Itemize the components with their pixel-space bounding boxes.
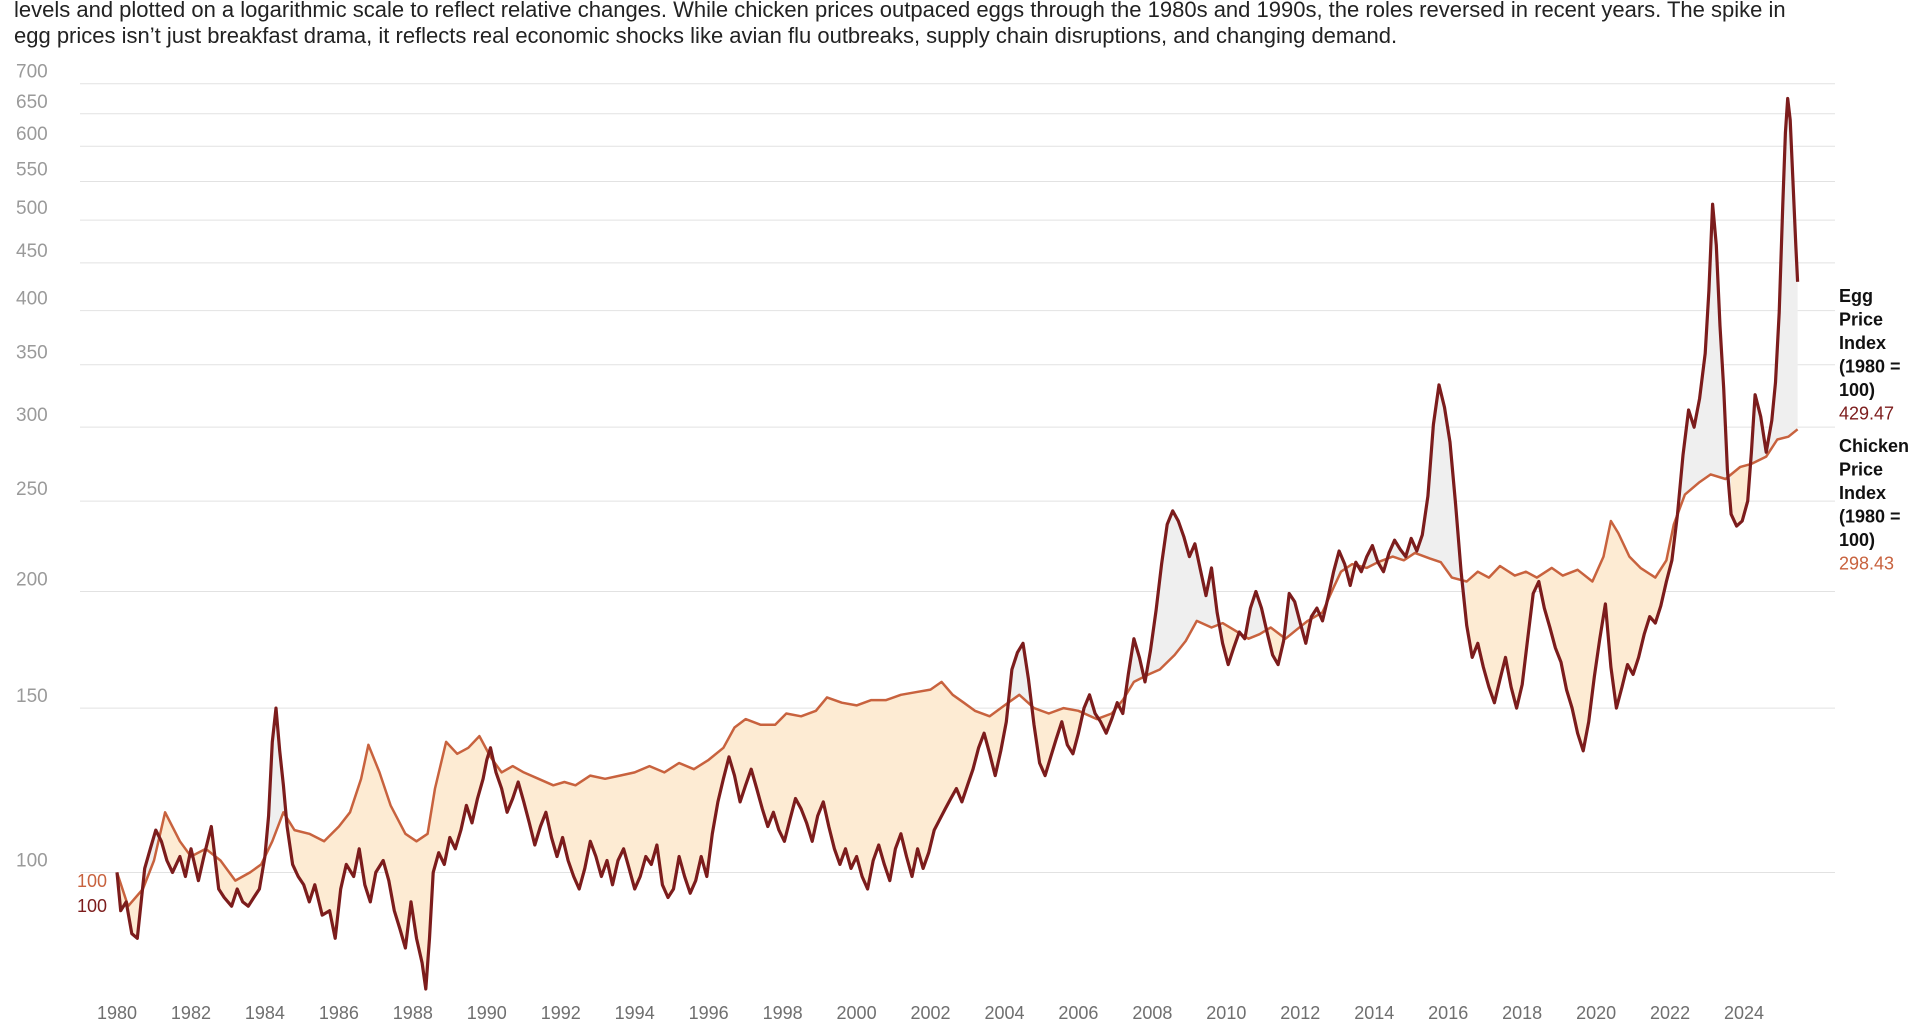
y-tick-label-100: 100 bbox=[16, 850, 48, 871]
description-line-1: levels and plotted on a logarithmic scal… bbox=[14, 0, 1786, 22]
x-tick-label-1998: 1998 bbox=[763, 1003, 803, 1023]
fill-area-11 bbox=[486, 669, 1012, 898]
chicken-end-value: 298.43 bbox=[1839, 554, 1894, 574]
chart-description: levels and plotted on a logarithmic scal… bbox=[14, 0, 1786, 48]
x-tick-label-1980: 1980 bbox=[97, 1003, 137, 1023]
y-tick-label-250: 250 bbox=[16, 479, 48, 500]
x-tick-label-2024: 2024 bbox=[1724, 1003, 1764, 1023]
chicken-price-line bbox=[115, 428, 1799, 908]
y-tick-label-350: 350 bbox=[16, 343, 48, 364]
x-tick-label-1990: 1990 bbox=[467, 1003, 507, 1023]
x-tick-label-2004: 2004 bbox=[984, 1003, 1024, 1023]
fill-area-26 bbox=[1233, 618, 1249, 648]
fill-area-6 bbox=[205, 826, 265, 907]
fill-area-54 bbox=[1751, 98, 1798, 464]
fill-area-13 bbox=[1011, 643, 1035, 725]
egg-price-line bbox=[115, 96, 1800, 991]
egg-name-line-3: Index bbox=[1839, 333, 1886, 353]
x-tick-label-2000: 2000 bbox=[837, 1003, 877, 1023]
fill-area-15 bbox=[1034, 708, 1084, 776]
x-tick-label-1984: 1984 bbox=[245, 1003, 285, 1023]
egg-name-line-1: Egg bbox=[1839, 286, 1873, 306]
x-tick-label-1992: 1992 bbox=[541, 1003, 581, 1023]
y-tick-label-600: 600 bbox=[16, 124, 48, 145]
y-tick-label-450: 450 bbox=[16, 241, 48, 262]
fill-area-8 bbox=[264, 708, 288, 857]
chicken-name-line-5: 100) bbox=[1839, 530, 1875, 550]
x-tick-label-2016: 2016 bbox=[1428, 1003, 1468, 1023]
y-tick-label-650: 650 bbox=[16, 92, 48, 113]
x-tick-label-1986: 1986 bbox=[319, 1003, 359, 1023]
x-tick-label-2010: 2010 bbox=[1206, 1003, 1246, 1023]
egg-name-line-4: (1980 = bbox=[1839, 357, 1901, 377]
x-tick-label-2008: 2008 bbox=[1132, 1003, 1172, 1023]
chicken-name-line-4: (1980 = bbox=[1839, 507, 1901, 527]
fill-area-32 bbox=[1285, 593, 1306, 644]
fill-area-19 bbox=[1100, 702, 1118, 734]
description-line-2: egg prices isn’t just breakfast drama, i… bbox=[14, 23, 1397, 48]
fill-area-4 bbox=[161, 812, 191, 877]
y-tick-label-200: 200 bbox=[16, 570, 48, 591]
x-tick-label-2014: 2014 bbox=[1354, 1003, 1394, 1023]
y-tick-label-400: 400 bbox=[16, 289, 48, 310]
x-tick-label-2002: 2002 bbox=[910, 1003, 950, 1023]
y-tick-label-150: 150 bbox=[16, 686, 48, 707]
gridlines bbox=[80, 83, 1835, 873]
chicken-name-line-1: Chicken bbox=[1839, 436, 1909, 456]
x-tick-label-2012: 2012 bbox=[1280, 1003, 1320, 1023]
x-tick-label-2020: 2020 bbox=[1576, 1003, 1616, 1023]
y-tick-label-500: 500 bbox=[16, 198, 48, 219]
egg-end-value: 429.47 bbox=[1839, 404, 1894, 424]
x-tick-label-1982: 1982 bbox=[171, 1003, 211, 1023]
fill-area-10 bbox=[287, 736, 491, 990]
x-tick-label-1994: 1994 bbox=[615, 1003, 655, 1023]
x-tick-label-2022: 2022 bbox=[1650, 1003, 1690, 1023]
chicken-name-line-3: Index bbox=[1839, 483, 1886, 503]
x-tick-label-2018: 2018 bbox=[1502, 1003, 1542, 1023]
y-tick-label-300: 300 bbox=[16, 405, 48, 426]
fill-area-30 bbox=[1267, 625, 1286, 665]
chicken-name-line-2: Price bbox=[1839, 460, 1883, 480]
fill-area-23 bbox=[1139, 510, 1223, 682]
egg-name-line-5: 100) bbox=[1839, 380, 1875, 400]
y-axis-ticks: 100 150 200 250 300 350 400 450 500 550 600 650 700 bbox=[16, 62, 48, 872]
y-tick-label-550: 550 bbox=[16, 159, 48, 180]
x-tick-label-2006: 2006 bbox=[1058, 1003, 1098, 1023]
egg-name-line-2: Price bbox=[1839, 310, 1883, 330]
chicken-start-label: 100 bbox=[77, 871, 107, 891]
x-tick-label-1988: 1988 bbox=[393, 1003, 433, 1023]
x-axis-ticks: 1980 1982 1984 1986 1988 1990 1992 1994 1996 1998… bbox=[97, 1003, 1764, 1023]
y-tick-label-700: 700 bbox=[16, 62, 48, 83]
egg-start-label: 100 bbox=[77, 896, 107, 916]
series-lines bbox=[115, 96, 1800, 991]
series-labels: 100 100 Egg Price Index (1980 = 100) 429.47 Chic… bbox=[77, 286, 1909, 916]
fill-between-series bbox=[117, 98, 1798, 990]
x-tick-label-1996: 1996 bbox=[689, 1003, 729, 1023]
